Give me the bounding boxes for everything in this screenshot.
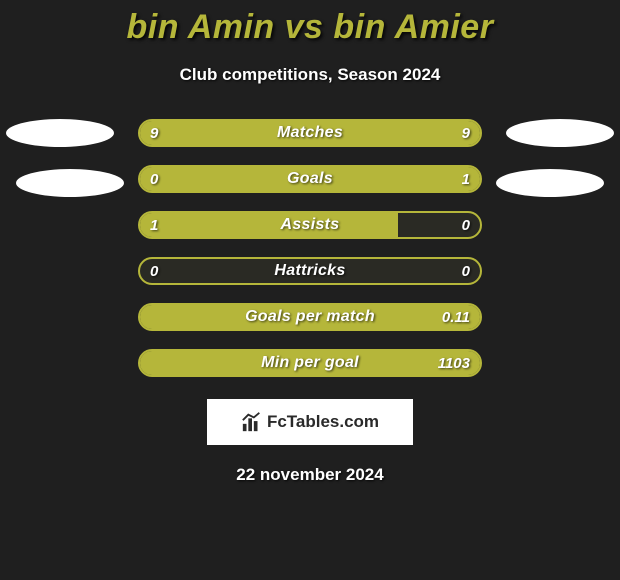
stat-row: Hattricks0 0 [138,257,482,285]
decor-ellipse [496,169,604,197]
subtitle: Club competitions, Season 2024 [0,65,620,85]
stat-value-right: 0.11 [442,305,470,329]
stat-row: Goals per match0.11 [138,303,482,331]
stat-row: Goals0 1 [138,165,482,193]
stat-row: Matches9 9 [138,119,482,147]
stat-value-right: 1 [462,167,470,191]
stat-value-right: 0 [462,259,470,283]
stat-label: Hattricks [140,259,480,283]
stat-value-right: 0 [462,213,470,237]
decor-ellipse [6,119,114,147]
brand-label: FcTables.com [267,412,379,432]
stat-label: Goals [140,167,480,191]
date-label: 22 november 2024 [0,465,620,485]
stat-value-left: 0 [150,259,158,283]
stat-value-left: 0 [150,167,158,191]
stat-value-right: 9 [462,121,470,145]
brand-badge: FcTables.com [207,399,413,445]
stat-label: Goals per match [140,305,480,329]
stat-value-left: 1 [150,213,158,237]
stat-value-right: 1103 [438,351,470,375]
decor-ellipse [16,169,124,197]
stat-row: Assists1 0 [138,211,482,239]
stat-label: Matches [140,121,480,145]
decor-ellipse [506,119,614,147]
stat-label: Assists [140,213,480,237]
comparison-panel: Matches99Goals01Assists10Hattricks00Goal… [0,119,620,377]
stat-label: Min per goal [140,351,480,375]
page-title: bin Amin vs bin Amier [0,0,620,47]
stat-value-left: 9 [150,121,158,145]
stats-list: Matches99Goals01Assists10Hattricks00Goal… [138,119,482,377]
chart-icon [241,411,263,433]
stat-row: Min per goal1103 [138,349,482,377]
